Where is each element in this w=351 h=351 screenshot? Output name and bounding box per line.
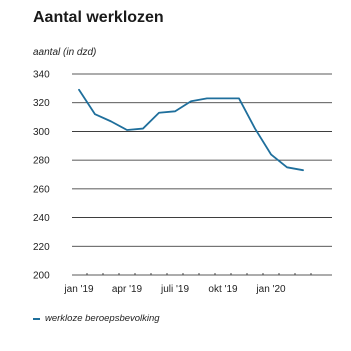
y-tick-label-320: 320 xyxy=(33,98,50,109)
series-line-0 xyxy=(78,88,304,172)
x-tick-label-4: jan '20 xyxy=(255,284,286,295)
x-tick-label-1: apr '19 xyxy=(112,284,143,295)
x-tick-label-3: okt '19 xyxy=(208,284,238,295)
legend-label: werkloze beroepsbevolking xyxy=(45,313,160,324)
legend-swatch xyxy=(33,317,40,320)
y-tick-label-340: 340 xyxy=(33,70,50,81)
x-tick-label-0: jan '19 xyxy=(63,284,94,295)
legend: werkloze beroepsbevolking xyxy=(33,313,160,324)
x-tick-label-2: juli '19 xyxy=(160,284,189,295)
y-tick-label-300: 300 xyxy=(33,127,50,138)
y-tick-label-200: 200 xyxy=(33,271,50,282)
y-tick-label-220: 220 xyxy=(33,242,50,253)
y-tick-label-260: 260 xyxy=(33,184,50,195)
y-tick-label-240: 240 xyxy=(33,213,50,224)
y-axis-label: aantal (in dzd) xyxy=(33,47,97,58)
chart-title: Aantal werklozen xyxy=(33,9,164,26)
y-tick-label-280: 280 xyxy=(33,156,50,167)
